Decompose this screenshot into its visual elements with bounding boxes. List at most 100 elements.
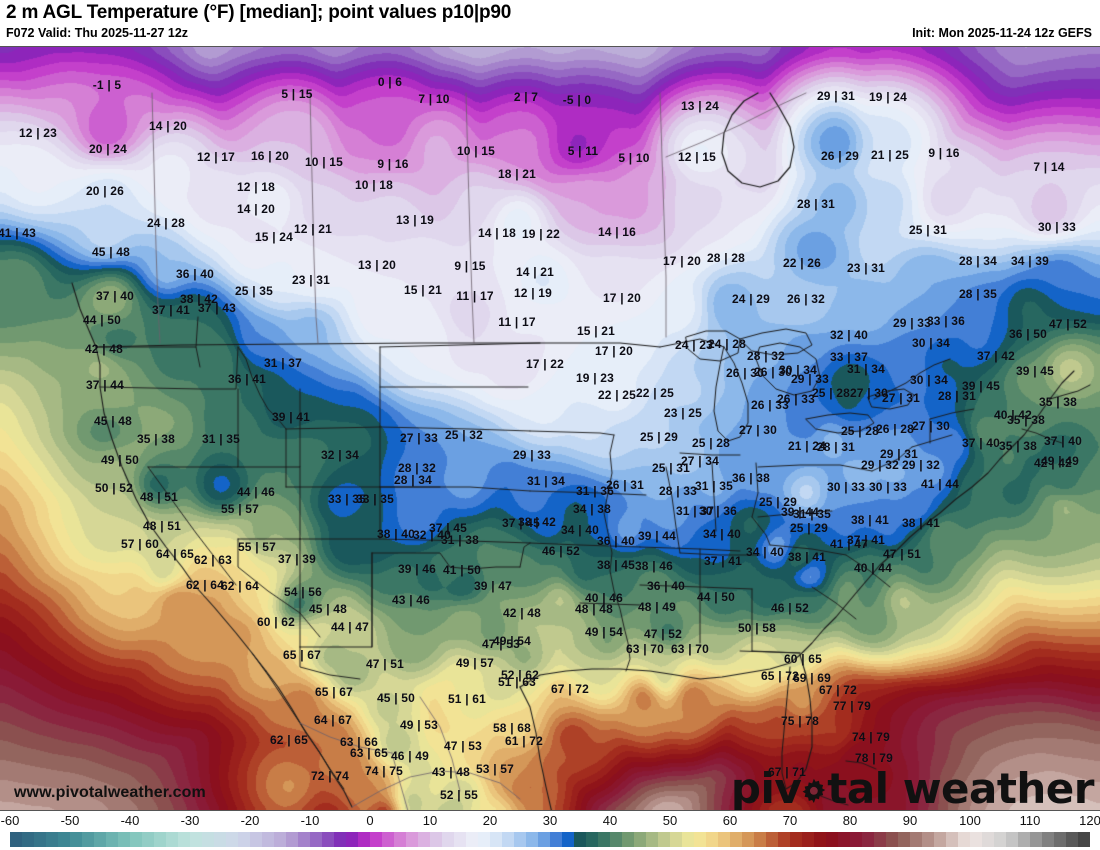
colorbar-swatch — [406, 832, 418, 847]
brand-watermark: piv tal weather — [731, 768, 1095, 810]
colorbar-swatch — [1054, 832, 1066, 847]
colorbar-swatch — [346, 832, 358, 847]
colorbar-tick-90: 90 — [902, 813, 918, 828]
colorbar-swatch — [682, 832, 694, 847]
colorbar-swatch — [550, 832, 562, 847]
colorbar-swatch — [490, 832, 502, 847]
colorbar-swatch — [910, 832, 922, 847]
colorbar-swatch — [646, 832, 658, 847]
colorbar-swatch — [670, 832, 682, 847]
colorbar-swatch — [898, 832, 910, 847]
temperature-field-canvas — [0, 47, 1100, 810]
colorbar-swatch — [1018, 832, 1030, 847]
colorbar-swatch — [262, 832, 274, 847]
colorbar-swatch — [478, 832, 490, 847]
colorbar-swatch — [538, 832, 550, 847]
colorbar-swatch — [934, 832, 946, 847]
colorbar-tick-20: 20 — [482, 813, 498, 828]
colorbar-tick-50: 50 — [662, 813, 678, 828]
colorbar-swatch — [622, 832, 634, 847]
colorbar-tick-120: 120 — [1079, 813, 1100, 828]
colorbar-swatch — [574, 832, 586, 847]
colorbar-tick-100: 100 — [959, 813, 981, 828]
colorbar-swatch — [58, 832, 70, 847]
colorbar-gradient — [10, 832, 1090, 847]
forecast-valid-label: F072 Valid: Thu 2025-11-27 12z — [6, 26, 189, 40]
colorbar-tick-70: 70 — [782, 813, 798, 828]
colorbar-swatch — [286, 832, 298, 847]
colorbar-swatch — [658, 832, 670, 847]
header-bar: 2 m AGL Temperature (°F) [median]; point… — [0, 0, 1100, 46]
colorbar-swatch — [994, 832, 1006, 847]
colorbar-swatch — [298, 832, 310, 847]
colorbar-swatch — [1006, 832, 1018, 847]
colorbar-swatch — [1066, 832, 1078, 847]
colorbar-swatch — [82, 832, 94, 847]
colorbar-tick--10: -10 — [300, 813, 320, 828]
colorbar-swatch — [118, 832, 130, 847]
colorbar-swatch — [802, 832, 814, 847]
colorbar-swatch — [46, 832, 58, 847]
colorbar-swatch — [382, 832, 394, 847]
brand-text-part2: tal weather — [827, 764, 1094, 811]
colorbar-swatch — [694, 832, 706, 847]
colorbar-swatch — [586, 832, 598, 847]
colorbar-swatch — [742, 832, 754, 847]
colorbar-swatch — [178, 832, 190, 847]
colorbar-swatch — [34, 832, 46, 847]
colorbar-swatch — [154, 832, 166, 847]
colorbar-swatch — [502, 832, 514, 847]
colorbar-swatch — [958, 832, 970, 847]
colorbar-swatch — [322, 832, 334, 847]
colorbar-tick-80: 80 — [842, 813, 858, 828]
colorbar-swatch — [10, 832, 22, 847]
colorbar-swatch — [274, 832, 286, 847]
colorbar-swatch — [922, 832, 934, 847]
colorbar-swatch — [790, 832, 802, 847]
colorbar-swatch — [766, 832, 778, 847]
colorbar-swatch — [718, 832, 730, 847]
weather-map[interactable]: 12 | 23 -1 | 5 20 | 24 20 | 26 41 | 43 14 | 2… — [0, 46, 1100, 811]
colorbar-tick-40: 40 — [602, 813, 618, 828]
colorbar-swatch — [202, 832, 214, 847]
colorbar-swatch — [214, 832, 226, 847]
colorbar-swatch — [142, 832, 154, 847]
colorbar-swatch — [514, 832, 526, 847]
colorbar-swatch — [226, 832, 238, 847]
colorbar-swatch — [982, 832, 994, 847]
colorbar-legend[interactable]: -60 -50 -40 -30 -20 -10 0 10 20 30 40 50 60 70 80 90 100… — [0, 812, 1100, 850]
colorbar-swatch — [1078, 832, 1090, 847]
brand-text-part1: piv — [730, 764, 802, 811]
colorbar-tick--60: -60 — [0, 813, 20, 828]
colorbar-swatch — [442, 832, 454, 847]
colorbar-swatch — [946, 832, 958, 847]
colorbar-swatch — [466, 832, 478, 847]
colorbar-tick--40: -40 — [120, 813, 140, 828]
colorbar-tick--50: -50 — [60, 813, 80, 828]
colorbar-swatch — [754, 832, 766, 847]
colorbar-tick-0: 0 — [366, 813, 374, 828]
colorbar-swatch — [358, 832, 370, 847]
colorbar-swatch — [1030, 832, 1042, 847]
colorbar-swatch — [730, 832, 742, 847]
colorbar-tick--20: -20 — [240, 813, 260, 828]
colorbar-swatch — [610, 832, 622, 847]
colorbar-tick-30: 30 — [542, 813, 558, 828]
colorbar-swatch — [454, 832, 466, 847]
colorbar-swatch — [250, 832, 262, 847]
colorbar-swatch — [886, 832, 898, 847]
colorbar-swatch — [826, 832, 838, 847]
colorbar-swatch — [562, 832, 574, 847]
colorbar-swatch — [70, 832, 82, 847]
colorbar-swatch — [526, 832, 538, 847]
colorbar-tick--30: -30 — [180, 813, 200, 828]
colorbar-swatch — [310, 832, 322, 847]
colorbar-swatch — [106, 832, 118, 847]
site-url-watermark: www.pivotalweather.com — [14, 784, 206, 801]
colorbar-swatch — [862, 832, 874, 847]
colorbar-swatch — [418, 832, 430, 847]
colorbar-swatch — [706, 832, 718, 847]
colorbar-swatch — [634, 832, 646, 847]
colorbar-swatch — [94, 832, 106, 847]
colorbar-swatch — [814, 832, 826, 847]
